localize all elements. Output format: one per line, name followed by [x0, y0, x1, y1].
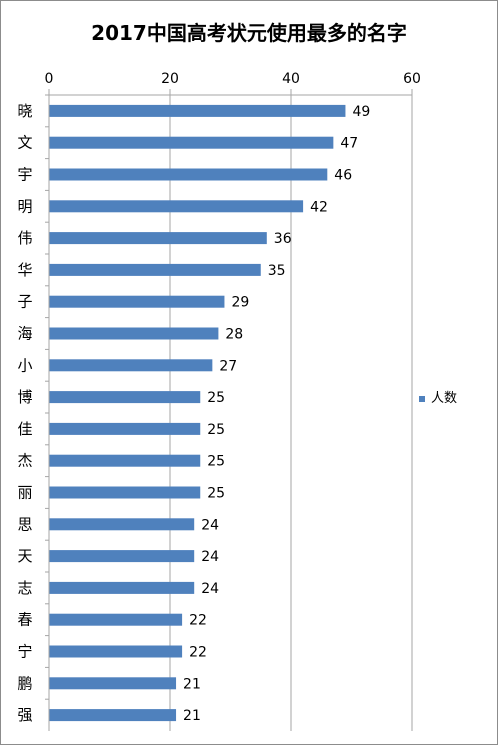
- legend-swatch: [419, 395, 425, 402]
- data-label: 24: [201, 549, 219, 565]
- category-label: 丽: [17, 484, 32, 502]
- category-label: 小: [17, 356, 32, 374]
- chart-title: 2017中国高考状元使用最多的名字: [91, 21, 407, 45]
- data-label: 21: [183, 676, 201, 692]
- bar: [49, 677, 177, 690]
- bar: [49, 709, 177, 722]
- category-label: 杰: [17, 452, 32, 470]
- data-label: 27: [219, 358, 237, 374]
- bar: [49, 327, 219, 340]
- bar: [49, 232, 267, 245]
- data-label: 49: [352, 104, 370, 120]
- bar: [49, 613, 183, 626]
- x-tick-label: 20: [161, 71, 179, 87]
- bar: [49, 200, 304, 213]
- bar: [49, 359, 213, 372]
- data-label: 25: [207, 486, 225, 502]
- bar: [49, 104, 346, 117]
- category-label: 宁: [17, 643, 32, 661]
- x-tick-label: 0: [45, 71, 54, 87]
- category-label: 文: [17, 134, 32, 152]
- bar: [49, 168, 328, 181]
- category-label: 子: [17, 293, 32, 311]
- data-label: 24: [201, 517, 219, 533]
- x-tick-label: 60: [403, 71, 421, 87]
- data-label: 24: [201, 581, 219, 597]
- category-label: 博: [17, 388, 32, 406]
- bar: [49, 550, 195, 563]
- bar: [49, 486, 201, 499]
- data-label: 47: [340, 136, 358, 152]
- data-label: 28: [225, 327, 243, 343]
- category-label: 华: [17, 261, 32, 279]
- legend: 人数: [419, 387, 457, 406]
- bar: [49, 518, 195, 531]
- data-label: 46: [334, 168, 352, 184]
- bar: [49, 136, 334, 149]
- category-label: 强: [17, 706, 32, 724]
- category-label: 志: [17, 579, 32, 597]
- bar: [49, 645, 183, 658]
- data-label: 21: [183, 708, 201, 724]
- category-label: 宇: [17, 166, 32, 184]
- bar: [49, 263, 261, 276]
- data-label: 42: [310, 199, 328, 215]
- category-label: 明: [17, 197, 32, 215]
- data-label: 25: [207, 422, 225, 438]
- data-label: 35: [268, 263, 286, 279]
- bar: [49, 422, 201, 435]
- category-label: 伟: [17, 229, 32, 247]
- category-label: 鹏: [17, 674, 32, 692]
- category-label: 佳: [17, 420, 32, 438]
- bar: [49, 295, 225, 308]
- x-tick-label: 40: [282, 71, 300, 87]
- bar: [49, 391, 201, 404]
- category-label: 晓: [17, 102, 32, 120]
- category-label: 天: [17, 547, 32, 565]
- data-label: 29: [231, 295, 249, 311]
- data-label: 25: [207, 390, 225, 406]
- data-label: 22: [189, 613, 207, 629]
- bar: [49, 581, 195, 594]
- legend-label: 人数: [431, 391, 458, 406]
- category-label: 海: [17, 325, 32, 343]
- category-label: 春: [17, 611, 32, 629]
- bar: [49, 454, 201, 467]
- data-label: 25: [207, 454, 225, 470]
- category-label: 思: [17, 515, 32, 533]
- data-label: 22: [189, 645, 207, 661]
- data-label: 36: [274, 231, 292, 247]
